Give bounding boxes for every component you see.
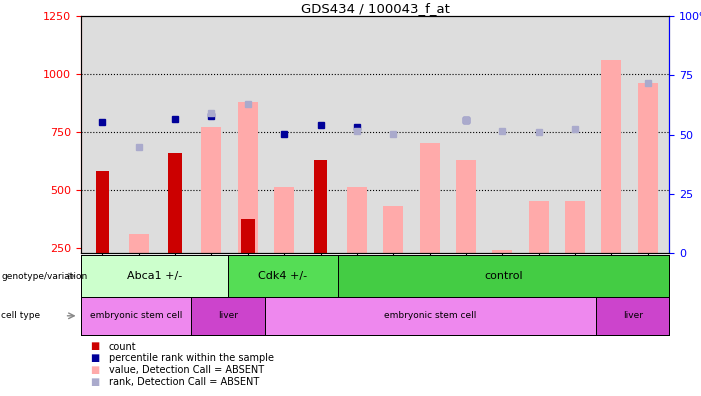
Bar (638, 83, 658, 253)
Text: embryonic stem cell: embryonic stem cell (90, 311, 182, 320)
Text: Abca1 +/-: Abca1 +/- (127, 271, 182, 281)
Bar (129, 234, 149, 253)
Bar (492, 250, 512, 253)
Text: value, Detection Call = ABSENT: value, Detection Call = ABSENT (109, 365, 264, 375)
Text: count: count (109, 341, 136, 352)
Bar (347, 187, 367, 253)
Bar (313, 160, 327, 253)
Bar (168, 152, 182, 253)
Text: embryonic stem cell: embryonic stem cell (384, 311, 477, 320)
Text: ■: ■ (90, 377, 100, 387)
Bar (201, 127, 222, 253)
Bar (241, 219, 254, 253)
Bar (456, 160, 476, 253)
Text: liver: liver (622, 311, 643, 320)
Bar (338, 255, 669, 297)
Bar (228, 255, 338, 297)
Text: ■: ■ (90, 353, 100, 364)
Bar (601, 60, 621, 253)
Text: rank, Detection Call = ABSENT: rank, Detection Call = ABSENT (109, 377, 259, 387)
Text: cell type: cell type (1, 311, 41, 320)
Bar (529, 201, 549, 253)
Bar (238, 102, 258, 253)
Bar (383, 206, 403, 253)
Text: ■: ■ (90, 365, 100, 375)
Bar (191, 297, 264, 335)
Bar (81, 297, 191, 335)
Bar (265, 297, 596, 335)
Text: genotype/variation: genotype/variation (1, 272, 88, 281)
Bar (274, 187, 294, 253)
Text: liver: liver (218, 311, 238, 320)
Bar (81, 255, 228, 297)
Text: control: control (484, 271, 523, 281)
Text: ■: ■ (90, 341, 100, 352)
Text: percentile rank within the sample: percentile rank within the sample (109, 353, 273, 364)
Title: GDS434 / 100043_f_at: GDS434 / 100043_f_at (301, 2, 449, 15)
Bar (420, 143, 440, 253)
Bar (565, 201, 585, 253)
Bar (596, 297, 669, 335)
Bar (95, 171, 109, 253)
Text: Cdk4 +/-: Cdk4 +/- (259, 271, 308, 281)
